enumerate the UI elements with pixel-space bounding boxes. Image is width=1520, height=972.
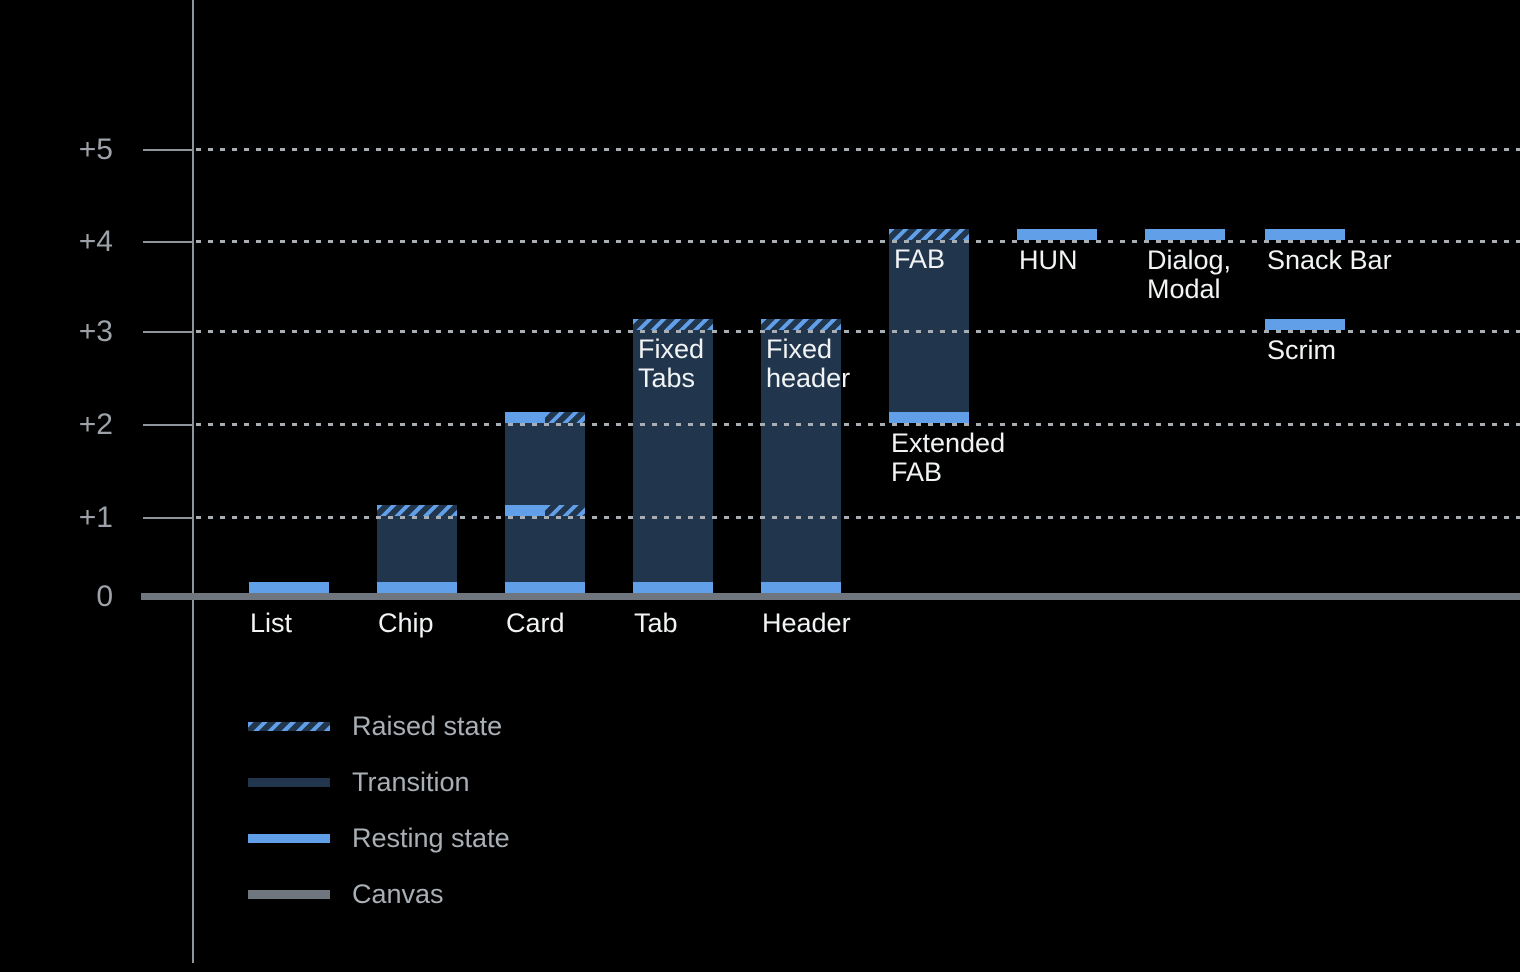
legend-swatch-transition	[248, 778, 330, 787]
gridline-level-4	[196, 240, 1520, 243]
legend-label-transition: Transition	[352, 767, 470, 797]
y-tick-label-5: +5	[78, 132, 113, 166]
bar-list-resting-band	[249, 582, 329, 593]
bar-hun-resting-band	[1017, 229, 1097, 240]
bar-extended-fab-transition	[889, 229, 969, 423]
bar-chip-resting-band	[377, 582, 457, 593]
bar-tab-raised-band	[633, 319, 713, 330]
bar-header-inner-label: Fixed header	[766, 334, 851, 393]
canvas-line	[141, 593, 1520, 600]
bar-dialog-modal-resting-band	[1145, 229, 1225, 240]
bar-card-resting-band	[505, 505, 545, 516]
bar-card-resting-band	[505, 582, 585, 593]
bar-chip-raised-band	[377, 505, 457, 516]
bar-card-raised-band	[545, 505, 585, 516]
bar-extended-fab-raised-band	[889, 229, 969, 240]
legend-swatch-canvas	[248, 890, 330, 899]
legend-swatch-raised-state	[248, 722, 330, 731]
gridline-level-1	[196, 516, 1520, 519]
bar-header-transition	[761, 319, 841, 593]
bar-list-label: List	[250, 608, 293, 638]
tick-level-3	[143, 330, 192, 333]
bar-chip-transition	[377, 505, 457, 593]
bar-hun-label: HUN	[1019, 245, 1078, 275]
bar-chip-label: Chip	[378, 608, 434, 638]
bar-tab-label: Tab	[634, 608, 678, 638]
gridline-level-2	[196, 423, 1520, 426]
bar-card-transition	[505, 412, 585, 593]
bar-card-label: Card	[506, 608, 565, 638]
bar-card-raised-band	[545, 412, 585, 423]
bar-header-resting-band	[761, 582, 841, 593]
y-tick-label-1: +1	[78, 500, 113, 534]
bar-snack-bar-resting-band	[1265, 229, 1345, 240]
y-tick-label-3: +3	[78, 314, 113, 348]
bar-snack-bar-label: Snack Bar	[1267, 245, 1392, 275]
legend-label-canvas: Canvas	[352, 879, 444, 909]
legend-swatch-resting-state	[248, 834, 330, 843]
y-axis-line	[192, 0, 194, 963]
bar-dialog-modal-label: Dialog, Modal	[1147, 245, 1232, 304]
bar-tab-resting-band	[633, 582, 713, 593]
y-tick-label-0: 0	[96, 579, 113, 613]
gridline-level-3	[196, 330, 1520, 333]
bar-extended-fab-inner-label: FAB	[894, 244, 946, 274]
gridline-level-5	[196, 148, 1520, 151]
legend-label-raised-state: Raised state	[352, 711, 503, 741]
bar-tab-inner-label: Fixed Tabs	[638, 334, 705, 393]
bar-extended-fab-label: Extended FAB	[891, 428, 1006, 487]
bar-scrim-label: Scrim	[1267, 335, 1336, 365]
bar-scrim-resting-band	[1265, 319, 1345, 330]
bar-header-label: Header	[762, 608, 851, 638]
legend-label-resting-state: Resting state	[352, 823, 510, 853]
bar-card-resting-band	[505, 412, 545, 423]
y-tick-label-4: +4	[78, 224, 113, 258]
bar-header-raised-band	[761, 319, 841, 330]
bar-extended-fab-resting-band	[889, 412, 969, 423]
tick-level-2	[143, 423, 192, 426]
y-tick-label-2: +2	[78, 407, 113, 441]
tick-level-4	[143, 240, 192, 243]
bar-tab-transition	[633, 319, 713, 593]
tick-level-1	[143, 516, 192, 519]
tick-level-5	[143, 148, 192, 151]
